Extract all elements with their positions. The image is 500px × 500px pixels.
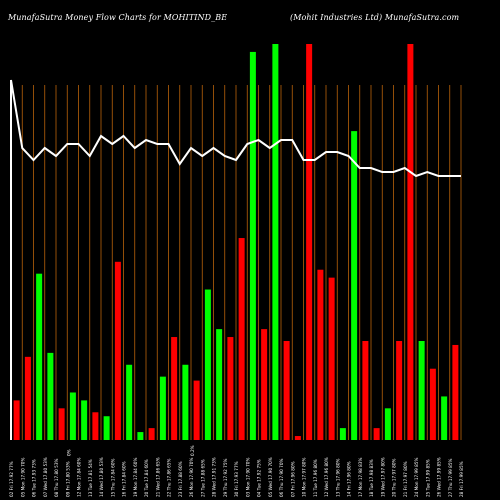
volume-bar <box>148 428 155 440</box>
volume-bar <box>92 412 99 440</box>
x-tick-label: 16 Fri 17.84 60% <box>122 461 127 497</box>
x-tick-label: 27 Tue 17.88 65% <box>200 459 205 497</box>
x-tick-label: 13 Thu 17.96 80% <box>335 458 340 497</box>
x-tick-label: 21 Fri 17.97 80% <box>403 461 408 497</box>
x-tick-label: 20 Thu 17.97 80% <box>392 458 397 497</box>
x-tick-label: 03 Mon 17.90 70% <box>245 458 250 497</box>
volume-bar <box>373 428 380 440</box>
x-tick-label: 06 Tue 17.93 73% <box>32 459 37 497</box>
volume-bar <box>283 341 290 440</box>
chart-title: MunafaSutra Money Flow Charts for MOHITI… <box>8 13 228 22</box>
price-line <box>10 79 461 440</box>
volume-bar <box>396 341 403 440</box>
x-tick-label: 07 Fri 17.96 80% <box>290 461 295 497</box>
x-tick-label: 21 Wed 17.86 65% <box>155 457 160 497</box>
x-tick-label: 19 Mon 17.84 60% <box>133 458 138 497</box>
volume-bar <box>227 337 234 440</box>
x-tick-label: 08 Thu 17.80 53% <box>54 458 59 497</box>
chart-subtitle: (Mohit Industries Ltd) MunafaSutra.com <box>290 13 460 22</box>
volume-bar <box>81 400 88 440</box>
volume-bar <box>137 432 144 440</box>
x-tick-label: 29 Thu 17.92 75% <box>223 458 228 497</box>
grid-layer <box>10 85 462 440</box>
volume-bar <box>114 261 121 440</box>
x-tick-label: 23 Fri 17.88 60% <box>178 461 183 497</box>
volume-bar <box>58 408 65 440</box>
x-tick-label: 15 Thu 17.84 60% <box>110 458 115 497</box>
volume-bar <box>159 376 166 440</box>
volume-bar <box>193 380 200 440</box>
volume-bar <box>339 428 346 440</box>
x-annotation-label: 0.2% <box>190 445 195 456</box>
x-tick-label: 06 Thu 17.90 70% <box>279 458 284 497</box>
volume-bar <box>362 341 369 440</box>
volume-bar <box>249 51 256 441</box>
volume-bar <box>13 400 20 440</box>
x-tick-label: 27 Thu 17.99 85% <box>448 458 453 497</box>
x-tick-label: 12 Mon 17.84 60% <box>77 458 82 497</box>
volume-bar <box>126 364 133 440</box>
volume-bar <box>216 329 223 440</box>
x-tick-label: 09 Fri 17.80 53% <box>65 461 70 497</box>
volume-bar <box>47 352 54 440</box>
volume-bar <box>429 368 436 440</box>
x-tick-label: 05 Mon 17.90 70% <box>20 458 25 497</box>
x-tick-label: 02 Fri 17.92 77% <box>9 461 14 497</box>
x-tick-label: 14 Wed 17.80 53% <box>99 457 104 497</box>
price-line-layer <box>10 79 461 440</box>
volume-bar <box>69 392 76 440</box>
volume-bar <box>238 238 245 440</box>
x-axis-labels: 02 Fri 17.92 77% 05 Mon 17.90 70% 06 Tue 1… <box>9 445 464 497</box>
x-tick-label: 10 Mon 17.97 80% <box>302 458 307 497</box>
volume-bars <box>13 44 459 441</box>
volume-bar <box>36 273 43 440</box>
volume-bar <box>306 44 313 440</box>
x-tick-label: 26 Mon 17.90 70% <box>189 458 194 497</box>
x-tick-label: 11 Tue 17.96 80% <box>313 459 318 497</box>
volume-bar <box>317 269 324 440</box>
x-tick-label: 19 Wed 17.97 80% <box>380 457 385 497</box>
x-tick-label: 12 Wed 17.96 80% <box>324 457 329 497</box>
x-tick-label: 04 Tue 17.92 75% <box>257 459 262 497</box>
x-tick-label: 20 Tue 17.84 60% <box>144 459 149 497</box>
volume-bar <box>294 436 301 440</box>
volume-bar <box>204 289 211 440</box>
volume-bar <box>261 329 268 440</box>
volume-bar <box>103 416 110 440</box>
x-tick-label: 13 Tue 17.81 54% <box>88 459 93 497</box>
x-tick-label: 28 Wed 17.91 73% <box>212 457 217 497</box>
volume-bar <box>328 277 335 440</box>
x-tick-label: 25 Tue 17.99 85% <box>425 459 430 497</box>
x-tick-label: 22 Thu 17.86 65% <box>167 458 172 497</box>
volume-bar <box>418 341 425 440</box>
x-tick-label: 30 Fri 17.93 77% <box>234 461 239 497</box>
volume-bar <box>351 131 358 440</box>
x-tick-label: 07 Wed 17.80 53% <box>43 457 48 497</box>
x-tick-label: 28 Fri 17.99 85% <box>459 461 464 497</box>
x-tick-label: 26 Wed 17.99 85% <box>437 457 442 497</box>
x-tick-label: 05 Wed 17.90 70% <box>268 457 273 497</box>
x-tick-label: 14 Fri 17.96 80% <box>347 461 352 497</box>
volume-bar <box>407 44 414 440</box>
volume-bar <box>272 44 279 440</box>
volume-bar <box>171 337 178 440</box>
x-tick-label: 17 Mon 17.98 83% <box>358 458 363 497</box>
volume-bar <box>441 396 448 440</box>
x-tick-label: 24 Mon 17.99 85% <box>414 458 419 497</box>
volume-bar <box>182 364 189 440</box>
volume-bar <box>384 408 391 440</box>
volume-bar <box>24 356 31 440</box>
volume-bar <box>452 344 459 440</box>
x-annotation-label: 0% <box>66 449 71 456</box>
x-tick-label: 18 Tue 17.98 83% <box>369 459 374 497</box>
